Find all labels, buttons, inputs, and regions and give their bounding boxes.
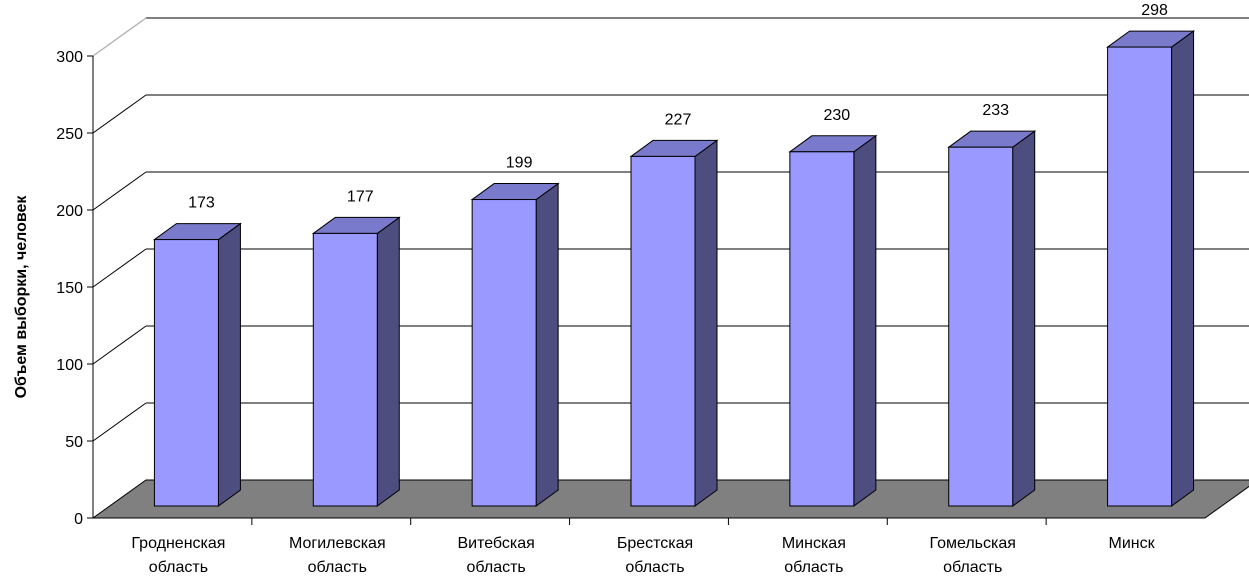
- data-label: 173: [188, 195, 215, 212]
- y-tick-label: 150: [56, 280, 83, 297]
- gridline-side: [92, 94, 147, 134]
- gridline-side: [92, 171, 147, 211]
- category-label: Гомельская область: [929, 535, 1015, 576]
- bar: [311, 216, 401, 507]
- category-label-line: Минская: [782, 535, 846, 552]
- bar-front: [789, 151, 855, 507]
- y-tick-label: 100: [56, 357, 83, 374]
- data-label: 230: [824, 107, 851, 124]
- category-label: Могилевская область: [289, 535, 386, 576]
- category-label: Гродненская область: [131, 535, 225, 576]
- data-label: 177: [347, 188, 374, 205]
- data-label: 298: [1141, 2, 1168, 19]
- y-tick-label: 300: [56, 49, 83, 66]
- bar: [470, 182, 560, 507]
- bar-front: [630, 155, 696, 507]
- bar-side: [1012, 130, 1036, 507]
- category-label-line: область: [784, 559, 843, 576]
- category-label-line: область: [308, 559, 367, 576]
- data-labels: 173 177 199 227 230 233 298: [188, 2, 1168, 212]
- y-axis-title: Объем выборки, человек: [13, 195, 30, 399]
- value-axis: 0 50 100 150 200 250 300: [56, 49, 1205, 528]
- bars: [152, 30, 1196, 507]
- y-tick-label: 250: [56, 126, 83, 143]
- category-label-line: область: [467, 559, 526, 576]
- bar: [1106, 30, 1196, 507]
- category-label-line: Могилевская: [289, 535, 386, 552]
- bar: [947, 130, 1037, 507]
- y-tick-label: 50: [65, 434, 83, 451]
- category-label: Витебская область: [457, 535, 534, 576]
- gridline-side: [92, 325, 147, 365]
- category-label-line: Минск: [1109, 535, 1156, 552]
- bar-side: [535, 182, 559, 507]
- category-label-line: Витебская: [457, 535, 534, 552]
- category-label-line: Брестская: [617, 535, 693, 552]
- category-label-line: Гродненская: [131, 535, 225, 552]
- y-tick-label: 0: [74, 511, 83, 528]
- bar-front: [1107, 46, 1173, 507]
- bar: [152, 222, 242, 507]
- y-tick-label: 200: [56, 203, 83, 220]
- bar-front: [471, 199, 537, 507]
- data-label: 199: [506, 155, 533, 172]
- bar-side: [217, 222, 241, 507]
- bar-side: [1171, 30, 1195, 507]
- category-label: Минская область: [782, 535, 846, 576]
- bar: [788, 134, 878, 507]
- category-label-line: область: [625, 559, 684, 576]
- bar-front: [153, 239, 219, 507]
- bar-side: [694, 139, 718, 507]
- bar-side: [853, 134, 877, 507]
- category-label-line: область: [943, 559, 1002, 576]
- bar-front: [312, 232, 378, 507]
- gridline-side: [92, 248, 147, 288]
- wall-edge: [92, 17, 147, 57]
- bar-front: [948, 146, 1014, 507]
- bar: [629, 139, 719, 507]
- category-label-line: Гомельская: [929, 535, 1015, 552]
- bar-side: [376, 216, 400, 507]
- category-label-line: область: [149, 559, 208, 576]
- category-label: Брестская область: [617, 535, 693, 576]
- data-label: 233: [982, 102, 1009, 119]
- gridline-side: [92, 402, 147, 442]
- category-label: Минск: [1109, 535, 1156, 552]
- data-label: 227: [665, 111, 692, 128]
